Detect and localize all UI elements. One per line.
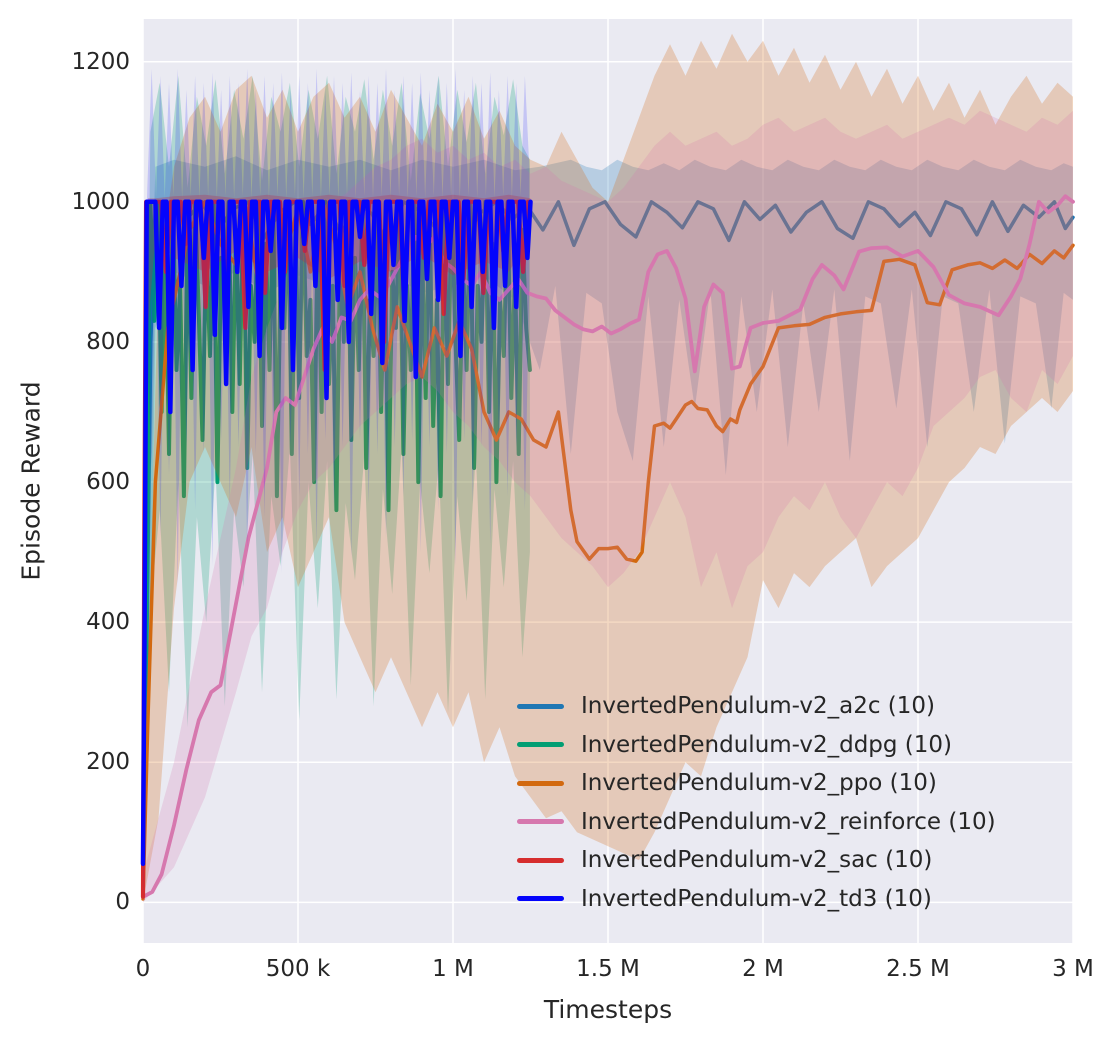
- td3-mean-line: [140, 199, 533, 867]
- reinforce-std-band: [143, 110, 1073, 903]
- x-tick-label-2-5m: 2.5 M: [886, 956, 950, 982]
- legend-swatch-sac-line-icon: [517, 857, 564, 863]
- legend-label-a2c: InvertedPendulum-v2_a2c (10): [581, 693, 935, 720]
- legend-swatch-reinforce-line-icon: [517, 819, 564, 825]
- y-tick-label-0: 0: [115, 889, 130, 915]
- legend-label-ddpg: InvertedPendulum-v2_ddpg (10): [581, 731, 953, 758]
- legend-swatch-ddpg-line-icon: [517, 742, 564, 748]
- legend-item-td3: InvertedPendulum-v2_td3 (10): [517, 880, 996, 919]
- legend-swatch-ppo-line-icon: [517, 780, 564, 786]
- x-tick-label-3m: 3 M: [1052, 956, 1094, 982]
- a2c-std-band: [143, 156, 1073, 903]
- legend-item-ddpg: InvertedPendulum-v2_ddpg (10): [517, 726, 996, 765]
- legend-label-ppo: InvertedPendulum-v2_ppo (10): [581, 770, 937, 797]
- y-tick-label-600: 600: [86, 469, 130, 495]
- y-tick-label-1200: 1200: [71, 49, 130, 75]
- ddpg-mean-line: [141, 199, 532, 891]
- x-axis-title: Timesteps: [543, 995, 673, 1024]
- y-tick-label-200: 200: [86, 749, 130, 775]
- legend-item-sac: InvertedPendulum-v2_sac (10): [517, 841, 996, 880]
- td3-std-band: [143, 68, 530, 903]
- x-tick-label-1-5m: 1.5 M: [576, 956, 640, 982]
- legend-item-ppo: InvertedPendulum-v2_ppo (10): [517, 764, 996, 803]
- legend-swatch-a2c-line-icon: [517, 703, 564, 709]
- y-axis-title: Episode Reward: [16, 381, 46, 581]
- legend: InvertedPendulum-v2_a2c (10) InvertedPen…: [517, 687, 996, 918]
- legend-swatch-td3-line-icon: [517, 896, 564, 902]
- x-tick-label-1m: 1 M: [432, 956, 474, 982]
- x-tick-label-0: 0: [135, 956, 151, 982]
- y-tick-label-800: 800: [86, 329, 130, 355]
- legend-label-sac: InvertedPendulum-v2_sac (10): [581, 847, 933, 874]
- legend-item-a2c: InvertedPendulum-v2_a2c (10): [517, 687, 996, 726]
- x-tick-label-2m: 2 M: [742, 956, 784, 982]
- reinforce-mean-line: [141, 194, 1075, 899]
- legend-label-reinforce: InvertedPendulum-v2_reinforce (10): [581, 808, 996, 835]
- x-tick-label-500k: 500 k: [265, 956, 331, 982]
- y-tick-label-400: 400: [86, 609, 130, 635]
- y-tick-label-1000: 1000: [71, 189, 130, 215]
- legend-item-reinforce: InvertedPendulum-v2_reinforce (10): [517, 803, 996, 842]
- legend-label-td3: InvertedPendulum-v2_td3 (10): [581, 885, 932, 912]
